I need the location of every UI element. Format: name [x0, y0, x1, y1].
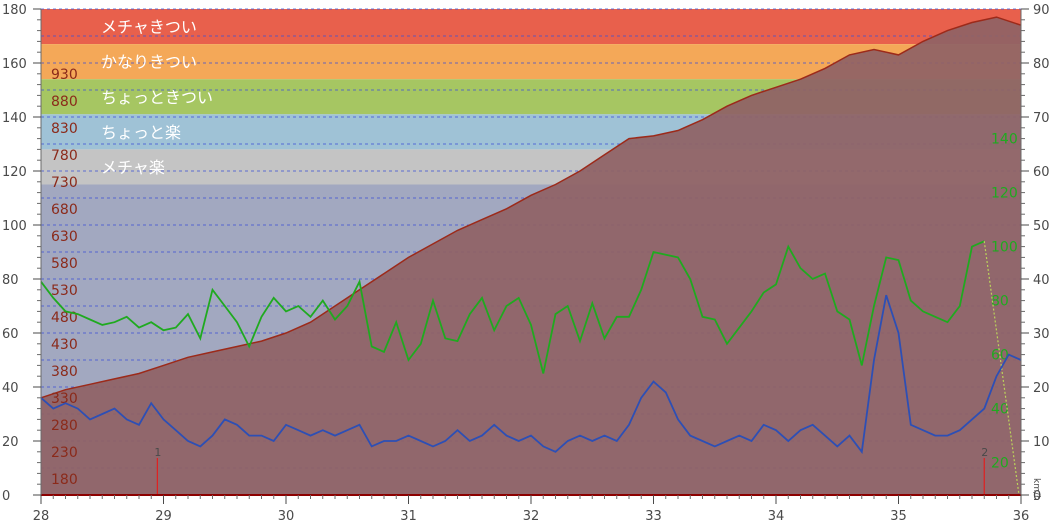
right-tick-label-90: 90 — [1033, 3, 1050, 18]
x-tick-label-30: 30 — [278, 509, 295, 523]
heart-rate-label-80: 80 — [991, 294, 1009, 310]
right-tick-label-80: 80 — [1033, 57, 1050, 72]
lap-marker-label-2: 2 — [981, 446, 988, 459]
series-lines — [40, 240, 1022, 496]
left-tick-label-20: 20 — [2, 435, 19, 450]
altitude-label-780: 780 — [51, 148, 78, 164]
left-tick-label-140: 140 — [2, 111, 27, 126]
altitude-label-580: 580 — [51, 256, 78, 272]
heart-rate-labels: 20 40 60 80 100 120 140 — [991, 132, 1018, 472]
left-tick-label-80: 80 — [2, 273, 19, 288]
left-tick-label-100: 100 — [2, 219, 27, 234]
right-tick-label-20: 20 — [1033, 381, 1050, 396]
heart-rate-label-60: 60 — [991, 348, 1009, 364]
heart-rate-line — [40, 240, 985, 374]
x-tick-label-34: 34 — [768, 509, 785, 523]
band-label-0: メチャきつい — [101, 18, 197, 37]
lap-marker-label-1: 1 — [154, 446, 161, 459]
altitude-label-730: 730 — [51, 175, 78, 191]
right-tick-label-10: 10 — [1033, 435, 1050, 450]
altitude-label-680: 680 — [51, 202, 78, 218]
altitude-labels: 180 230 280 330 380 430 480 530 580 630 680 730 780 8… — [51, 67, 78, 488]
intensity-band-0 — [41, 9, 1021, 45]
x-tick-label-36: 36 — [1013, 509, 1030, 523]
x-tick-label-35: 35 — [890, 509, 907, 523]
left-tick-label-160: 160 — [2, 57, 27, 72]
heart-rate-label-40: 40 — [991, 402, 1009, 418]
heart-rate-label-100: 100 — [991, 240, 1018, 256]
altitude-label-380: 380 — [51, 364, 78, 380]
band-label-4: メチャ楽 — [101, 158, 165, 177]
altitude-label-430: 430 — [51, 337, 78, 353]
altitude-label-280: 280 — [51, 418, 78, 434]
x-tick-label-33: 33 — [645, 509, 662, 523]
x-tick-label-32: 32 — [523, 509, 540, 523]
altitude-label-530: 530 — [51, 283, 78, 299]
altitude-label-930: 930 — [51, 67, 78, 83]
altitude-label-180: 180 — [51, 472, 78, 488]
altitude-label-480: 480 — [51, 310, 78, 326]
left-tick-label-40: 40 — [2, 381, 19, 396]
x-tick-label-29: 29 — [155, 509, 172, 523]
right-tick-label-60: 60 — [1033, 165, 1050, 180]
altitude-line — [40, 16, 1022, 399]
right-tick-label-50: 50 — [1033, 219, 1050, 234]
heart-rate-label-120: 120 — [991, 186, 1018, 202]
x-tick-label-31: 31 — [400, 509, 417, 523]
axes: 0204060801001201401601800102030405060708… — [2, 3, 1050, 523]
altitude-area — [40, 16, 1022, 495]
right-axis-unit: km/h — [1031, 478, 1041, 501]
altitude-label-830: 830 — [51, 121, 78, 137]
speed-line — [40, 294, 1022, 455]
heart-rate-label-20: 20 — [991, 456, 1009, 472]
right-tick-label-40: 40 — [1033, 273, 1050, 288]
band-label-2: ちょっときつい — [101, 88, 213, 107]
band-label-1: かなりきつい — [101, 53, 197, 72]
altitude-label-230: 230 — [51, 445, 78, 461]
left-tick-label-60: 60 — [2, 327, 19, 342]
heart-rate-label-140: 140 — [991, 132, 1018, 148]
altitude-label-330: 330 — [51, 391, 78, 407]
band-label-3: ちょっと楽 — [101, 123, 181, 142]
left-tick-label-180: 180 — [2, 3, 27, 18]
altitude-fill — [41, 17, 1021, 495]
right-tick-label-0: 0 — [1033, 489, 1041, 504]
altitude-label-630: 630 — [51, 229, 78, 245]
right-tick-label-30: 30 — [1033, 327, 1050, 342]
left-tick-label-0: 0 — [2, 489, 10, 504]
altitude-label-880: 880 — [51, 94, 78, 110]
right-tick-label-70: 70 — [1033, 111, 1050, 126]
left-tick-label-120: 120 — [2, 165, 27, 180]
x-tick-label-28: 28 — [33, 509, 50, 523]
